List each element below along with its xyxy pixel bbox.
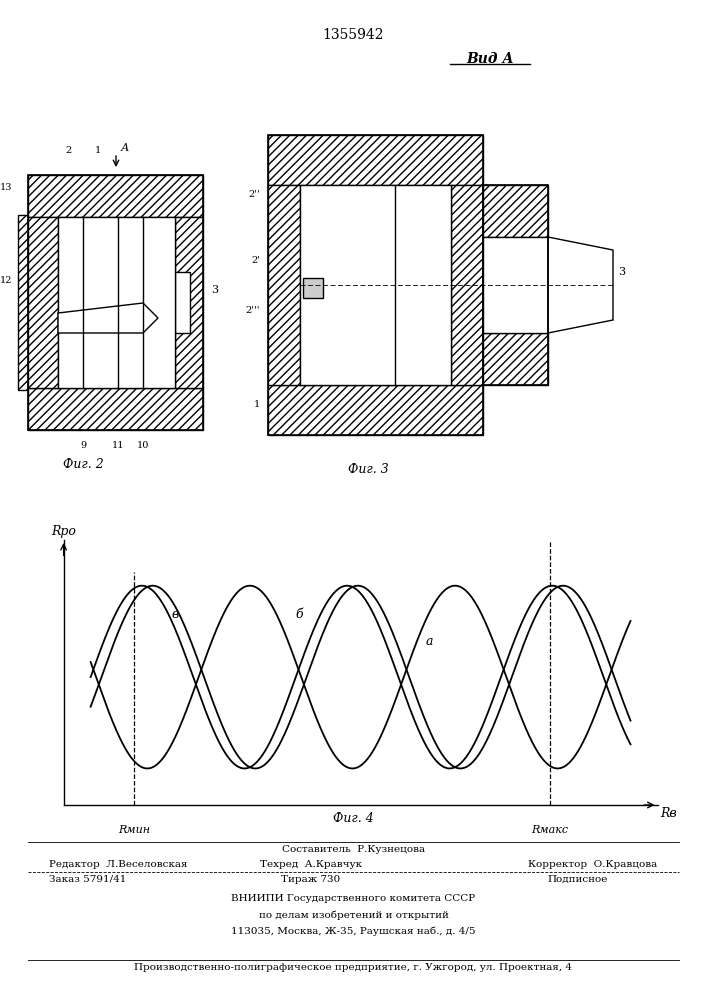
- Text: Вид А: Вид А: [466, 52, 514, 66]
- Text: 1: 1: [95, 146, 101, 155]
- Bar: [483, 333, 548, 385]
- Bar: [268, 385, 483, 435]
- Text: 11: 11: [112, 441, 124, 450]
- Bar: [28, 217, 58, 388]
- Text: 13: 13: [0, 183, 12, 192]
- Text: Производственно-полиграфическое предприятие, г. Ужгород, ул. Проектная, 4: Производственно-полиграфическое предприя…: [134, 963, 573, 972]
- Text: А: А: [121, 143, 129, 153]
- Text: 2''': 2''': [245, 306, 260, 315]
- Polygon shape: [58, 303, 158, 333]
- Bar: [451, 185, 483, 385]
- Text: 2: 2: [65, 146, 71, 155]
- Bar: [18, 215, 28, 390]
- Text: б: б: [296, 608, 303, 621]
- Text: 1: 1: [254, 400, 260, 409]
- Bar: [28, 388, 203, 430]
- Text: Редактор  Л.Веселовская: Редактор Л.Веселовская: [49, 860, 188, 869]
- Bar: [483, 185, 548, 237]
- Text: 10: 10: [137, 441, 149, 450]
- Text: Тираж 730: Тираж 730: [281, 875, 341, 884]
- Text: Rро: Rро: [51, 525, 76, 538]
- Bar: [28, 175, 203, 217]
- Text: Составитель  Р.Кузнецова: Составитель Р.Кузнецова: [282, 845, 425, 854]
- Text: Корректор  О.Кравцова: Корректор О.Кравцова: [528, 860, 658, 869]
- Text: в: в: [172, 608, 179, 621]
- Text: 12: 12: [0, 276, 12, 285]
- Text: 2'': 2'': [248, 190, 260, 199]
- Text: Rмакс: Rмакс: [531, 825, 568, 835]
- Text: 3: 3: [211, 285, 218, 295]
- Text: Подписное: Подписное: [548, 875, 608, 884]
- Text: Фиг. 4: Фиг. 4: [333, 812, 374, 825]
- Bar: [303, 278, 323, 298]
- Bar: [483, 237, 548, 333]
- Text: 9: 9: [80, 441, 86, 450]
- Bar: [58, 217, 175, 388]
- Text: Rмин: Rмин: [118, 825, 150, 835]
- Text: Rв: Rв: [660, 807, 677, 820]
- Text: 3: 3: [618, 267, 625, 277]
- Text: по делам изобретений и открытий: по делам изобретений и открытий: [259, 910, 448, 920]
- Polygon shape: [548, 237, 613, 333]
- Bar: [300, 185, 451, 385]
- Text: ВНИИПИ Государственного комитета СССР: ВНИИПИ Государственного комитета СССР: [231, 894, 476, 903]
- Text: Фиг. 3: Фиг. 3: [348, 463, 389, 476]
- Bar: [175, 272, 190, 333]
- Bar: [175, 217, 203, 388]
- Text: Техред  А.Кравчук: Техред А.Кравчук: [260, 860, 362, 869]
- Text: а: а: [426, 635, 433, 648]
- Bar: [28, 175, 203, 430]
- Text: 1355942: 1355942: [323, 28, 384, 42]
- Text: 113035, Москва, Ж-35, Раушская наб., д. 4/5: 113035, Москва, Ж-35, Раушская наб., д. …: [231, 926, 476, 936]
- Bar: [483, 185, 548, 385]
- Text: Фиг. 2: Фиг. 2: [63, 458, 104, 471]
- Bar: [268, 135, 483, 435]
- Text: 2': 2': [251, 256, 260, 265]
- Text: Заказ 5791/41: Заказ 5791/41: [49, 875, 127, 884]
- Bar: [268, 135, 483, 185]
- Bar: [268, 185, 300, 385]
